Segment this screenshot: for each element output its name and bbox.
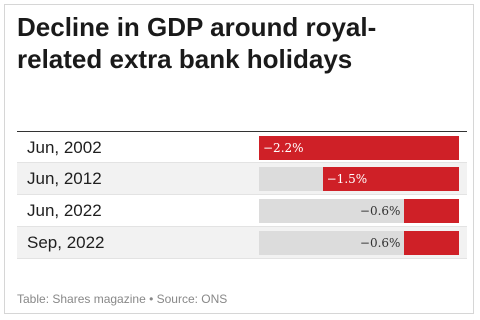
chart-card: Decline in GDP around royal-related extr… bbox=[4, 4, 474, 314]
bar bbox=[322, 167, 459, 191]
bar-track: −1.5% bbox=[259, 167, 459, 191]
value-label: −2.2% bbox=[263, 141, 304, 155]
source-footer: Table: Shares magazine • Source: ONS bbox=[17, 292, 228, 306]
chart-title: Decline in GDP around royal-related extr… bbox=[17, 12, 377, 74]
bar-track: −2.2% bbox=[259, 136, 459, 160]
category-label: Jun, 2012 bbox=[27, 169, 102, 188]
value-label: −0.6% bbox=[359, 204, 401, 218]
bar-track: −0.6% bbox=[259, 231, 459, 255]
table-row: Jun, 2012 −1.5% bbox=[17, 163, 467, 195]
bar bbox=[404, 231, 459, 255]
category-label: Sep, 2022 bbox=[27, 233, 105, 252]
category-label: Jun, 2002 bbox=[27, 138, 102, 157]
bar bbox=[259, 136, 459, 160]
value-label: −1.5% bbox=[326, 172, 368, 186]
table-row: Jun, 2022 −0.6% bbox=[17, 195, 467, 227]
bar bbox=[404, 199, 459, 223]
bar-track: −0.6% bbox=[259, 199, 459, 223]
table-row: Jun, 2002 −2.2% bbox=[17, 131, 467, 163]
category-label: Jun, 2022 bbox=[27, 201, 102, 220]
value-label: −0.6% bbox=[359, 236, 401, 250]
table-row: Sep, 2022 −0.6% bbox=[17, 227, 467, 259]
bar-table: Jun, 2002 −2.2% Jun, 2012 −1.5% Jun, 2022 −0.… bbox=[17, 131, 467, 259]
